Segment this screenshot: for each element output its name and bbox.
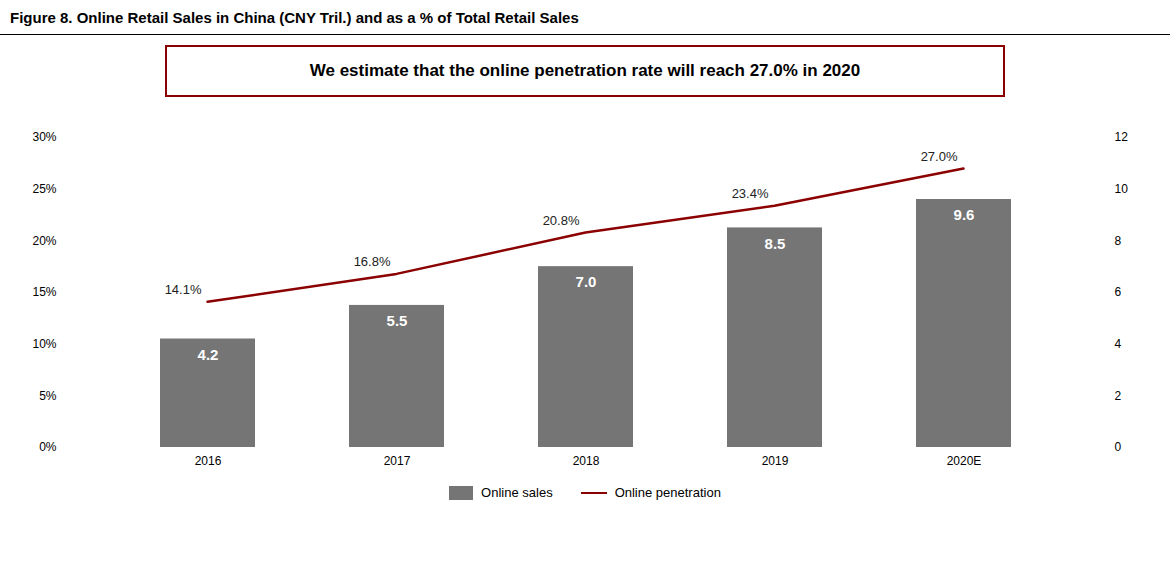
svg-text:2018: 2018 — [573, 454, 600, 468]
svg-text:12: 12 — [1115, 130, 1129, 144]
svg-text:7.0: 7.0 — [576, 273, 597, 290]
svg-text:8.5: 8.5 — [765, 235, 786, 252]
svg-text:25%: 25% — [32, 182, 56, 196]
svg-text:5%: 5% — [39, 389, 57, 403]
svg-text:10: 10 — [1115, 182, 1129, 196]
svg-text:5.5: 5.5 — [387, 312, 408, 329]
svg-text:20.8%: 20.8% — [543, 213, 580, 228]
svg-text:8: 8 — [1115, 234, 1122, 248]
svg-text:20%: 20% — [32, 234, 56, 248]
svg-text:4.2: 4.2 — [198, 346, 219, 363]
svg-text:2020E: 2020E — [947, 454, 982, 468]
svg-text:15%: 15% — [32, 285, 56, 299]
html-text:Online sales: Online sales — [481, 485, 553, 500]
svg-text:0%: 0% — [39, 440, 57, 454]
svg-text:4: 4 — [1115, 337, 1122, 351]
svg-text:23.4%: 23.4% — [732, 186, 769, 201]
html-text:We estimate that the online pe: We estimate that the online penetration … — [309, 61, 861, 80]
html-text:Figure 8. Online Retail Sales: Figure 8. Online Retail Sales in China (… — [10, 9, 579, 26]
svg-text:16.8%: 16.8% — [354, 254, 391, 269]
svg-text:14.1%: 14.1% — [165, 282, 202, 297]
svg-text:2016: 2016 — [195, 454, 222, 468]
svg-text:10%: 10% — [32, 337, 56, 351]
svg-text:27.0%: 27.0% — [921, 149, 958, 164]
html-text:Online penetration: Online penetration — [614, 485, 721, 500]
svg-text:9.6: 9.6 — [954, 206, 975, 223]
svg-text:6: 6 — [1115, 285, 1122, 299]
svg-text:2017: 2017 — [384, 454, 411, 468]
svg-text:0: 0 — [1115, 440, 1122, 454]
svg-text:2019: 2019 — [762, 454, 789, 468]
svg-text:30%: 30% — [32, 130, 56, 144]
svg-text:2: 2 — [1115, 389, 1122, 403]
